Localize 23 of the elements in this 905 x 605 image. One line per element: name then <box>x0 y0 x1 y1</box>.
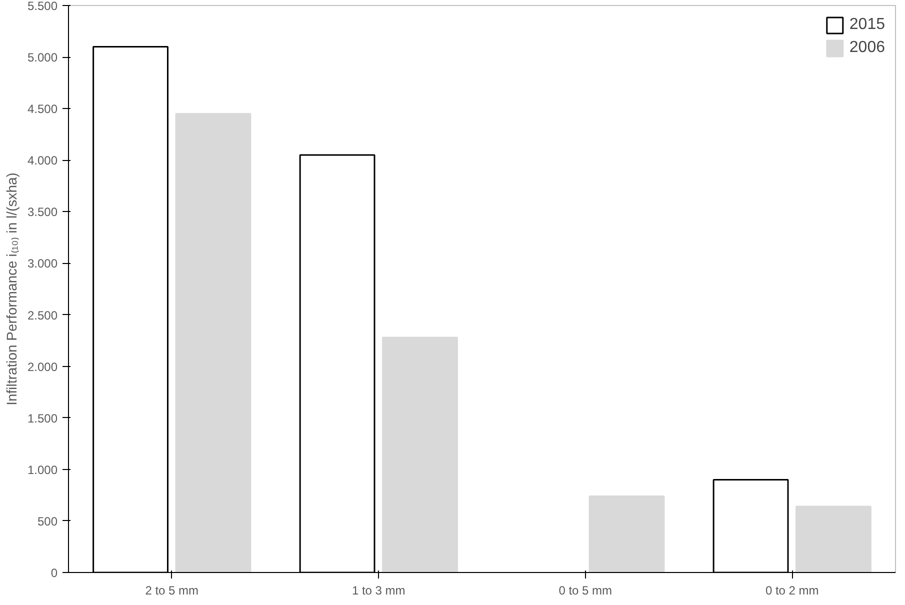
y-axis-title: Infiltration Performance i₍₁₀₎ in l/(sxha) <box>3 172 20 406</box>
x-tick-label: 2 to 5 mm <box>145 584 199 598</box>
bar <box>175 112 252 572</box>
y-tick-label: 3.000 <box>27 256 58 271</box>
bar <box>382 336 458 572</box>
legend-label: 2015 <box>849 16 885 34</box>
bar <box>588 495 665 572</box>
y-tick-label: 2.500 <box>27 308 58 322</box>
y-tick-label: 5.500 <box>27 0 58 13</box>
y-tick-label: 1.500 <box>27 411 58 426</box>
legend-label: 2006 <box>849 39 885 57</box>
y-tick-label: 4.500 <box>27 102 58 116</box>
bar <box>796 506 872 572</box>
y-tick-label: 5.000 <box>27 50 58 65</box>
y-tick-label: 1.000 <box>27 462 58 477</box>
y-tick-label: 500 <box>37 514 58 528</box>
y-tick-label: 4.000 <box>27 154 58 168</box>
y-tick-label: 2.000 <box>27 360 58 374</box>
x-tick-label: 0 to 5 mm <box>558 584 612 598</box>
x-tick-label: 1 to 3 mm <box>352 584 406 598</box>
x-tick-label: 0 to 2 mm <box>765 584 819 598</box>
y-tick-label: 0 <box>50 566 58 580</box>
y-tick-label: 3.500 <box>27 205 58 220</box>
